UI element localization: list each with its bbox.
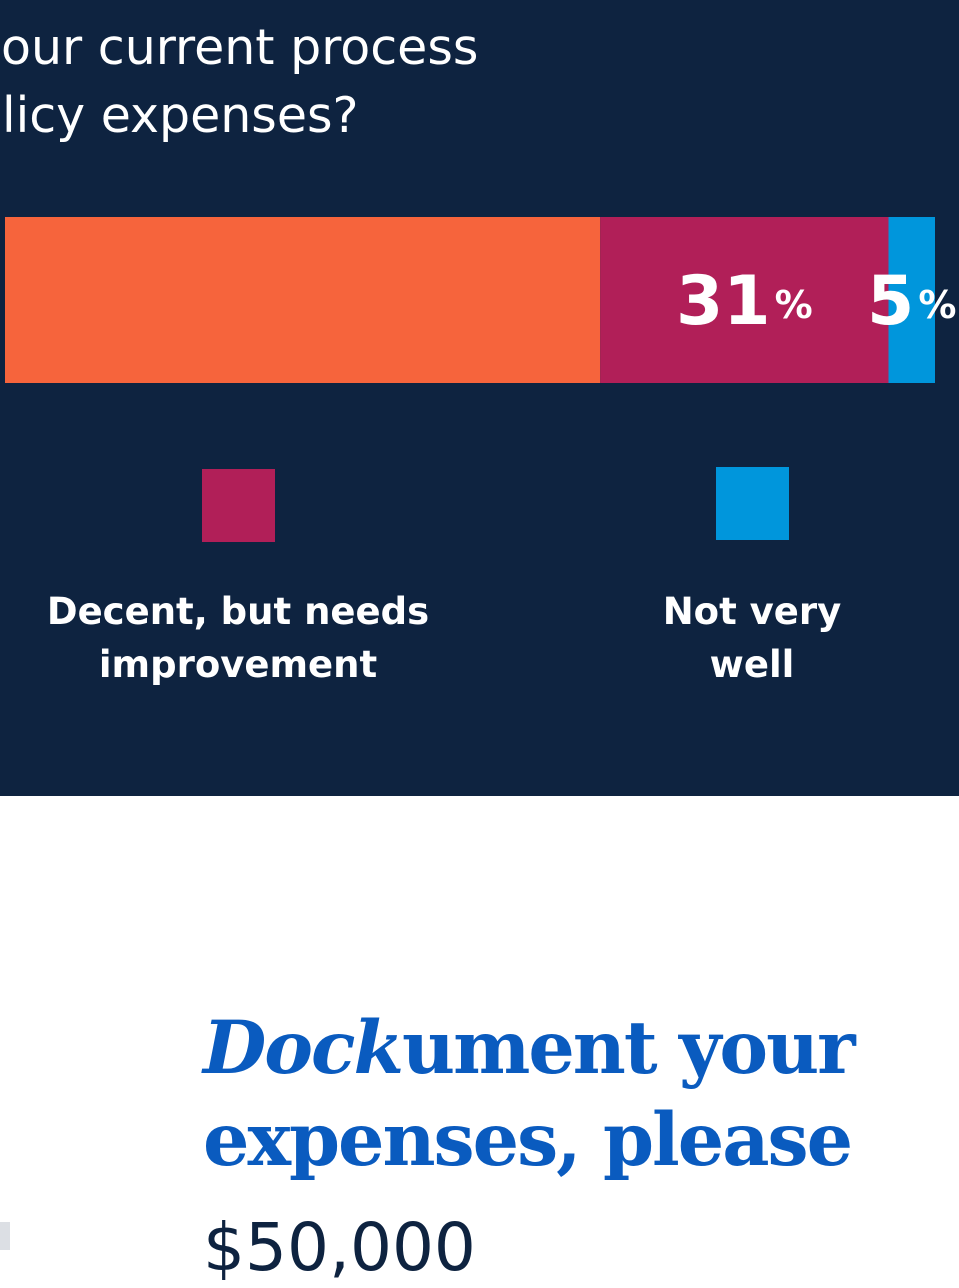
headline-line-1-rest: ument your — [402, 1005, 856, 1091]
bar-label-2: 5% — [867, 262, 956, 341]
legend-label-not-very-well-line-1: Not very — [662, 590, 842, 633]
section-headline: Dockument your expenses, please — [203, 1002, 856, 1186]
legend-label-decent-line-2: improvement — [98, 643, 378, 686]
bar-segment-2 — [888, 217, 935, 383]
survey-question-line-2: olicy expenses? — [0, 87, 359, 144]
legend-swatch-not-very-well — [716, 467, 789, 540]
survey-question-line-1: your current process — [0, 19, 479, 76]
headline-line-1: Dockument your — [203, 1002, 856, 1094]
legend-label-decent: Decent, but needs improvement — [38, 585, 438, 691]
bar-segment-0 — [5, 217, 601, 383]
survey-question: your current process olicy expenses? — [0, 14, 532, 150]
legend-label-decent-line-1: Decent, but needs — [46, 590, 430, 633]
headline-emphasis: Dock — [203, 1005, 404, 1091]
headline-line-2: expenses, please — [203, 1097, 853, 1183]
edge-decoration — [0, 1222, 10, 1250]
survey-chart-panel: your current process olicy expenses? 31%… — [0, 0, 959, 796]
amount-figure: $50,000 — [203, 1209, 476, 1286]
bar-label-1: 31% — [676, 262, 813, 341]
bar-segment-1 — [600, 217, 889, 383]
legend-swatch-decent — [202, 469, 275, 542]
legend-label-not-very-well-line-2: well — [709, 643, 795, 686]
stacked-bar-chart: 31% 5% — [5, 217, 956, 383]
legend-label-not-very-well: Not very well — [602, 585, 902, 691]
